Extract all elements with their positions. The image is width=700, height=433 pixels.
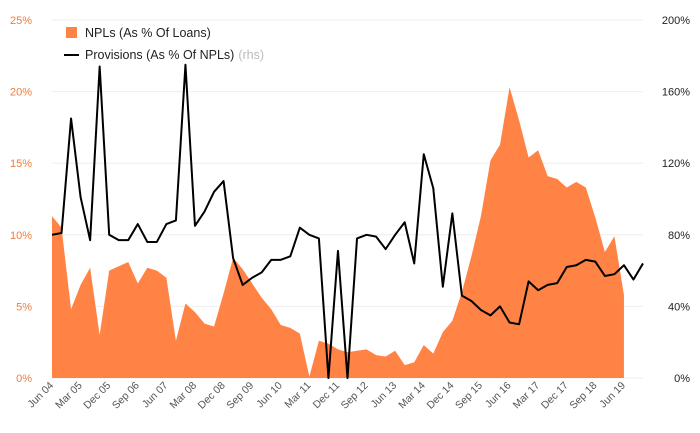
x-tick-label: Mar 17 — [511, 380, 543, 412]
x-tick-label: Dec 14 — [424, 380, 456, 412]
x-tick-label: Sep 09 — [224, 380, 256, 412]
y-tick-right: 120% — [662, 158, 690, 170]
x-tick-label: Jun 07 — [140, 380, 171, 411]
x-tick-label: Mar 05 — [53, 380, 85, 412]
y-tick-left: 25% — [10, 15, 32, 27]
x-tick-label: Dec 11 — [311, 380, 343, 412]
legend-swatch-npl — [66, 27, 77, 38]
x-tick-label: Sep 06 — [110, 380, 142, 412]
y-tick-left: 5% — [16, 301, 32, 313]
x-tick-label: Mar 08 — [168, 380, 200, 412]
x-tick-label: Sep 18 — [567, 380, 599, 412]
x-tick-label: Jun 10 — [254, 380, 285, 411]
legend-label-npl: NPLs (As % Of Loans) — [85, 26, 211, 40]
legend-label-provisions: Provisions (As % Of NPLs) — [85, 48, 234, 62]
legend: NPLs (As % Of Loans) Provisions (As % Of … — [64, 26, 264, 62]
y-tick-right: 0% — [674, 373, 690, 385]
x-tick-label: Mar 14 — [396, 380, 428, 412]
y-tick-right: 200% — [662, 15, 690, 27]
x-tick-label: Dec 17 — [539, 380, 571, 412]
x-tick-label: Dec 08 — [196, 380, 228, 412]
x-tick-label: Jun 16 — [483, 380, 514, 411]
legend-note-rhs: (rhs) — [238, 48, 264, 62]
y-tick-right: 40% — [668, 301, 690, 313]
x-tick-label: Jun 13 — [369, 380, 400, 411]
npl-area — [52, 87, 624, 379]
x-tick-label: Mar 11 — [282, 380, 313, 411]
provisions-line — [51, 63, 644, 379]
x-tick-label: Sep 12 — [339, 380, 371, 412]
x-tick-label: Dec 05 — [81, 380, 113, 412]
y-tick-right: 80% — [668, 230, 690, 242]
y-tick-left: 0% — [16, 373, 32, 385]
y-tick-left: 20% — [10, 87, 32, 99]
y-tick-left: 15% — [10, 158, 32, 170]
y-tick-left: 10% — [10, 230, 32, 242]
y-tick-right: 160% — [662, 87, 690, 99]
npl-area-layer — [52, 87, 624, 379]
x-tick-label: Jun 19 — [597, 380, 628, 411]
x-tick-label: Sep 15 — [453, 380, 485, 412]
provisions-line-layer — [51, 63, 644, 379]
